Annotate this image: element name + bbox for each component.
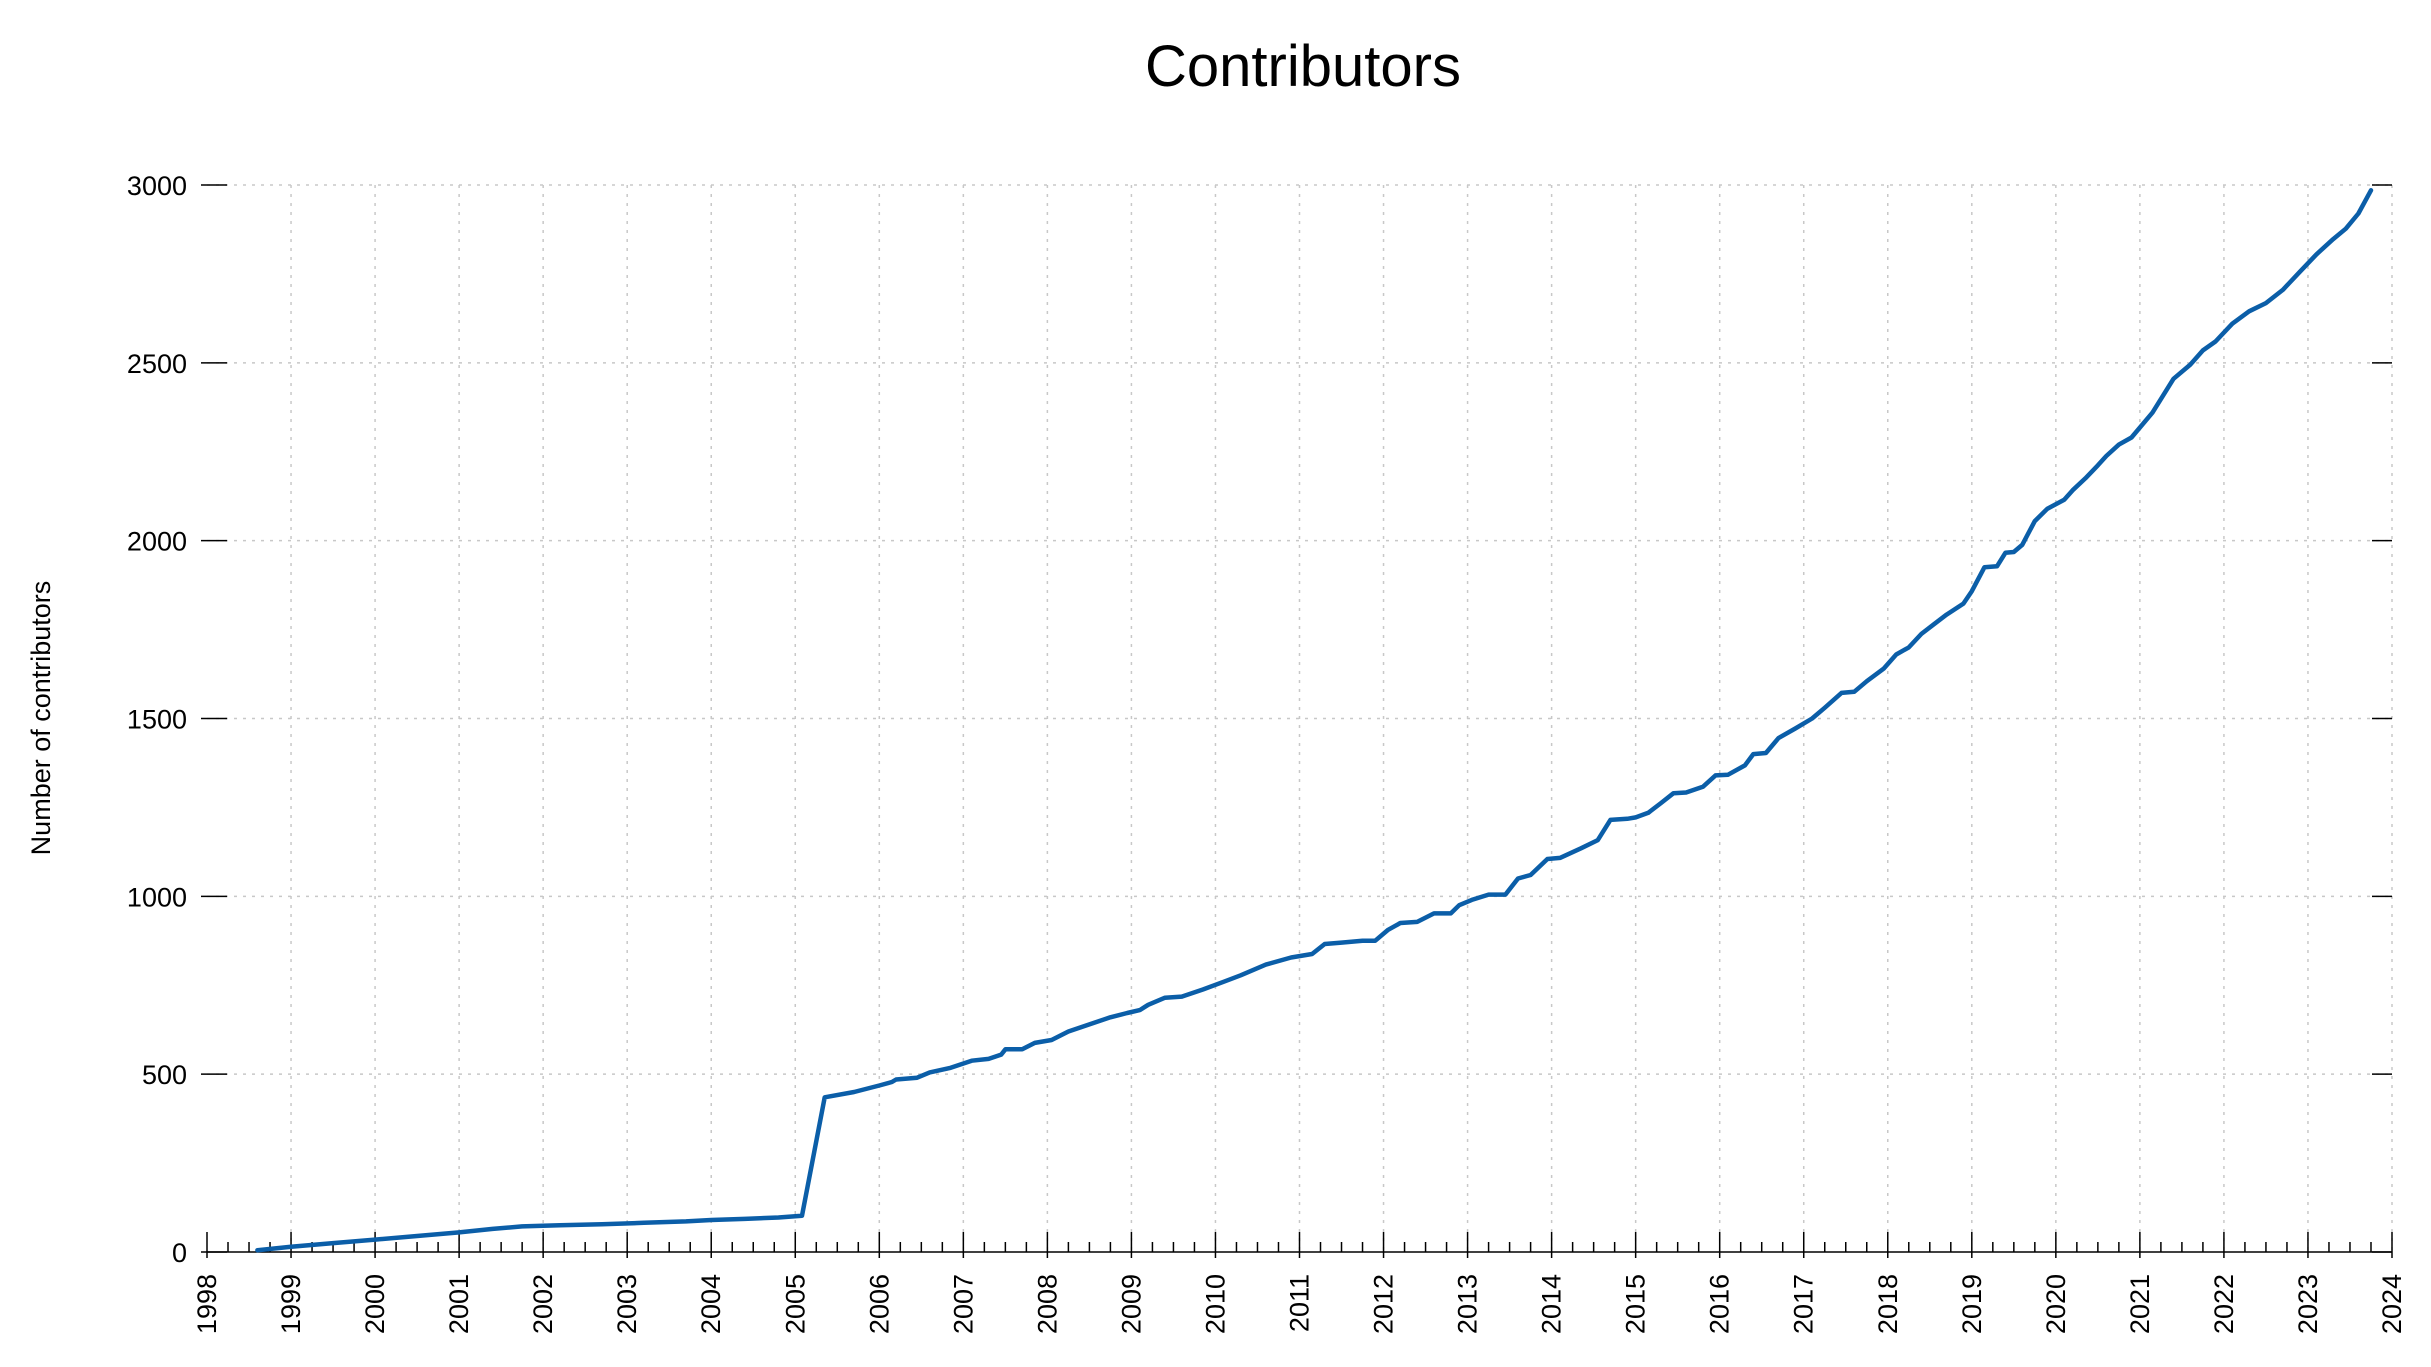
x-tick-label: 2004 <box>696 1274 726 1334</box>
x-tick-label: 1998 <box>192 1274 222 1334</box>
x-tick-label: 2023 <box>2293 1274 2323 1334</box>
x-tick-label: 2014 <box>1537 1274 1567 1334</box>
y-tick-label: 1000 <box>127 882 187 912</box>
y-axis-label: Number of contributors <box>26 581 56 856</box>
x-tick-label: 2003 <box>612 1274 642 1334</box>
x-tick-label: 2002 <box>528 1274 558 1334</box>
x-tick-label: 2017 <box>1789 1274 1819 1334</box>
y-tick-label: 2500 <box>127 349 187 379</box>
y-tick-label: 3000 <box>127 171 187 201</box>
x-tick-label: 2016 <box>1705 1274 1735 1334</box>
series-layer <box>255 188 2374 1253</box>
contributors-series-line <box>255 188 2374 1253</box>
x-tick-label: 2010 <box>1200 1274 1230 1334</box>
y-tick-label: 1500 <box>127 705 187 735</box>
x-tick-label: 2015 <box>1621 1274 1651 1334</box>
y-tick-label: 2000 <box>127 527 187 557</box>
x-tick-label: 2018 <box>1873 1274 1903 1334</box>
x-tick-label: 2000 <box>360 1274 390 1334</box>
x-tick-label: 2001 <box>444 1274 474 1334</box>
x-tick-label: 2012 <box>1369 1274 1399 1334</box>
tick-label-layer: 1998 1999 2000 2001 2002 2003 2004 2005 2006 2007… <box>127 171 2407 1334</box>
x-tick-label: 2009 <box>1116 1274 1146 1334</box>
x-tick-label: 2022 <box>2209 1274 2239 1334</box>
x-tick-label: 2005 <box>780 1274 810 1334</box>
x-tick-label: 2020 <box>2041 1274 2071 1334</box>
x-tick-label: 2007 <box>948 1274 978 1334</box>
x-tick-label: 2011 <box>1285 1274 1315 1332</box>
x-tick-label: 2019 <box>1957 1274 1987 1334</box>
y-tick-label: 500 <box>142 1060 187 1090</box>
x-tick-label: 2006 <box>864 1274 894 1334</box>
x-tick-label: 2024 <box>2377 1274 2407 1334</box>
x-tick-label: 2013 <box>1453 1274 1483 1334</box>
chart-title: Contributors <box>1145 34 1461 99</box>
tick-layer <box>201 184 2393 1258</box>
x-tick-label: 2021 <box>2125 1274 2155 1334</box>
y-tick-label: 0 <box>172 1238 187 1268</box>
grid-layer <box>207 184 2393 1252</box>
x-tick-label: 2008 <box>1032 1274 1062 1334</box>
x-tick-label: 1999 <box>276 1274 306 1334</box>
